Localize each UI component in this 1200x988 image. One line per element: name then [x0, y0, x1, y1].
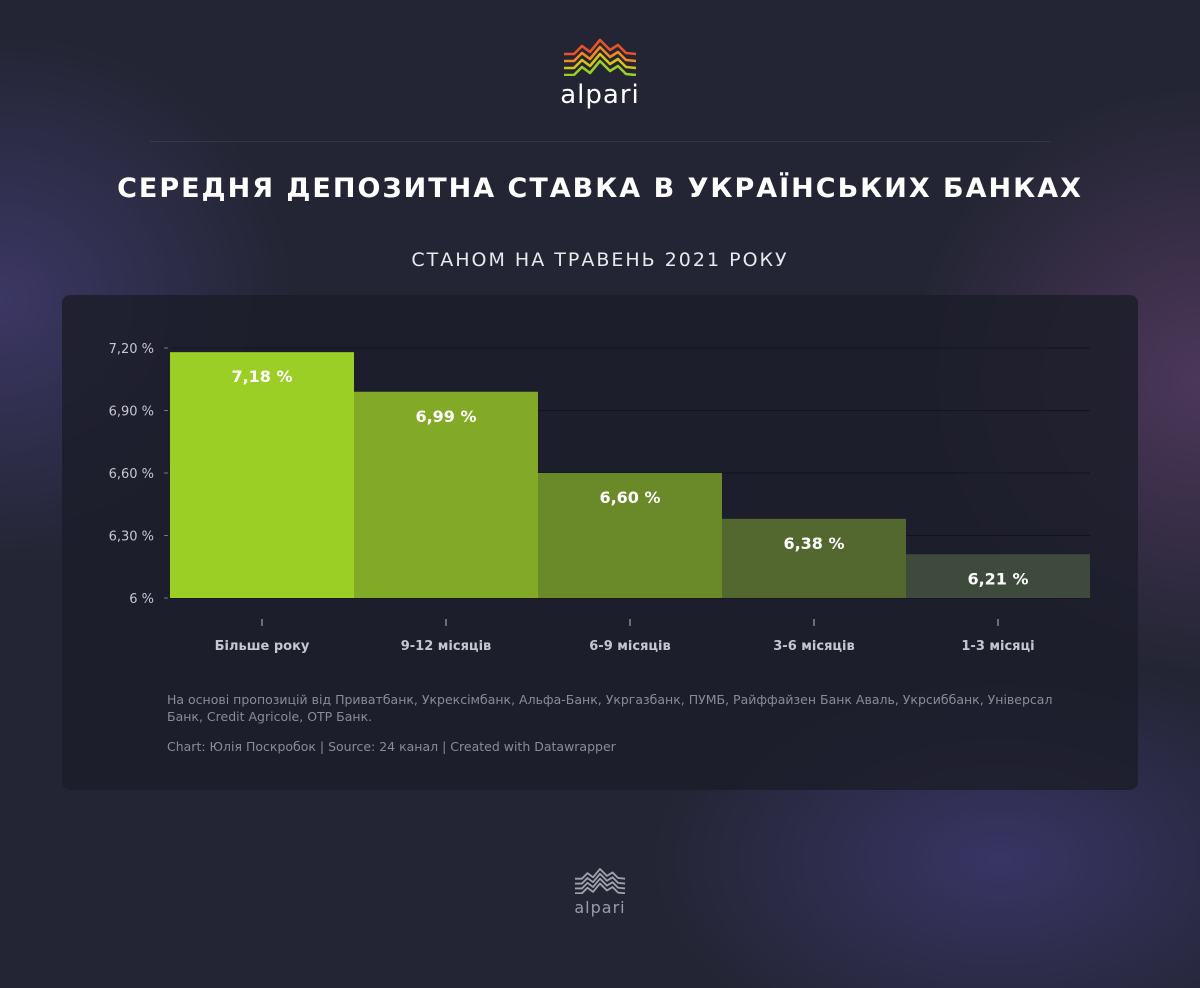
page-subtitle: СТАНОМ НА ТРАВЕНЬ 2021 РОКУ — [411, 249, 789, 271]
waves-icon — [564, 38, 637, 77]
y-tick-label: 6,60 % — [109, 467, 154, 482]
x-tick-label: Більше року — [215, 639, 310, 654]
x-tick-label: 3-6 місяців — [773, 639, 854, 654]
bar — [722, 518, 906, 598]
waves-icon — [574, 868, 626, 895]
x-tick-label: 6-9 місяців — [589, 639, 670, 654]
chart-card: 6 % 6,30 % 6,60 % 6,90 % 7,20 % 7,18 % Більше … — [62, 295, 1138, 790]
footer-logo-text: alpari — [574, 898, 626, 917]
data-label: 6,99 % — [415, 407, 476, 426]
data-label: 7,18 % — [231, 367, 292, 386]
bar — [170, 352, 354, 598]
divider — [150, 141, 1050, 142]
page-title: СЕРЕДНЯ ДЕПОЗИТНА СТАВКА В УКРАЇНСЬКИХ Б… — [117, 173, 1083, 204]
data-label: 6,21 % — [967, 569, 1028, 588]
footer-logo: alpari — [570, 862, 630, 917]
wave-line — [564, 52, 637, 70]
wave-line — [564, 45, 637, 63]
chart-credit: Chart: Юлія Поскробок | Source: 24 канал… — [167, 739, 616, 754]
alpari-logo: alpari — [560, 30, 640, 110]
logo-text: alpari — [560, 80, 640, 110]
bar — [538, 473, 722, 598]
bar — [906, 554, 1090, 598]
y-tick-label: 6 % — [129, 592, 154, 607]
wave-line — [574, 882, 626, 895]
wave-line — [564, 38, 637, 56]
bar-chart: 6 % 6,30 % 6,60 % 6,90 % 7,20 % 7,18 % Більше … — [109, 342, 1090, 654]
wave-line — [564, 59, 637, 77]
bar — [354, 391, 538, 598]
y-tick-label: 7,20 % — [109, 342, 154, 357]
data-label: 6,60 % — [599, 488, 660, 507]
y-tick-label: 6,90 % — [109, 405, 154, 420]
x-tick-label: 9-12 місяців — [401, 639, 492, 654]
y-tick-label: 6,30 % — [109, 530, 154, 545]
data-label: 6,38 % — [783, 534, 844, 553]
x-tick-label: 1-3 місяці — [961, 639, 1034, 654]
wave-line — [574, 877, 626, 890]
wave-line — [574, 868, 626, 880]
chart-notes: На основі пропозицій від Приватбанк, Укр… — [167, 692, 1053, 724]
wave-line — [574, 872, 626, 885]
